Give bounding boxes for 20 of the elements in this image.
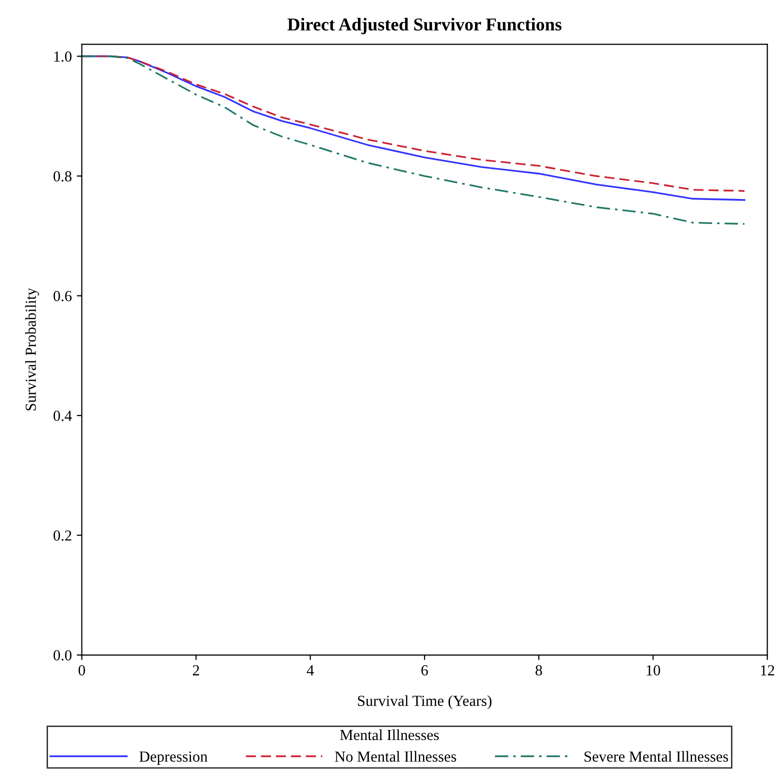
- legend-label: Severe Mental Illnesses: [584, 751, 728, 762]
- x-tick-label: 8: [536, 665, 542, 676]
- legend-label: Depression: [139, 751, 208, 765]
- y-tick-label: 0.0: [54, 650, 72, 661]
- y-tick-label: 0.4: [54, 410, 72, 422]
- chart-title: Direct Adjusted Survivor Functions: [288, 18, 562, 34]
- x-axis-title: Survival Time (Years): [358, 695, 492, 710]
- y-tick-label: 0.8: [54, 171, 72, 182]
- x-tick-label: 4: [306, 665, 314, 676]
- y-tick-label: 0.6: [54, 290, 72, 302]
- x-tick-label: 2: [192, 665, 200, 676]
- y-tick-label: 0.2: [54, 530, 72, 541]
- legend-title: Mental Illnesses: [340, 729, 439, 740]
- legend-label: No Mental Illnesses: [334, 751, 456, 762]
- x-tick-label: 6: [421, 665, 428, 676]
- x-tick-label: 0: [78, 665, 86, 676]
- x-tick-label: 12: [761, 665, 774, 676]
- x-tick-label: 10: [646, 665, 660, 676]
- y-axis-title: Survival Probability: [25, 288, 40, 410]
- y-tick-label: 1.0: [54, 51, 72, 62]
